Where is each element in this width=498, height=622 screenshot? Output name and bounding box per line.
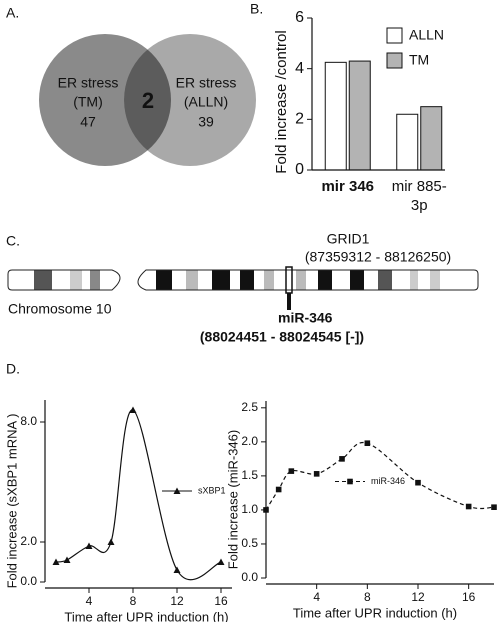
band [90, 270, 100, 290]
venn-overlap-count: 2 [142, 88, 154, 113]
marker [491, 504, 497, 510]
marker [288, 468, 295, 474]
y-tick-label: 0.5 [241, 536, 258, 550]
legend-swatch [386, 27, 403, 44]
mirna-coords: (88024451 - 88024545 [-]) [200, 329, 364, 345]
panel-label: C. [6, 233, 20, 249]
x-tick-label: mir 885-3p [391, 178, 447, 214]
gene-coords: (87359312 - 88126250) [305, 249, 451, 265]
band [378, 270, 392, 290]
band [70, 270, 82, 290]
marker [173, 566, 181, 573]
band [318, 270, 332, 290]
y-tick-label: 2.0 [241, 434, 258, 448]
y-tick-label: 2.0 [20, 534, 37, 548]
x-tick-label: 4 [313, 590, 320, 604]
line [55, 409, 222, 581]
venn-label: ER stress [58, 75, 119, 91]
y-axis-label: Fold increase (miR-346) [225, 430, 240, 569]
y-tick-label: 6 [295, 9, 304, 26]
marker [415, 479, 421, 486]
x-tick-label: 12 [411, 590, 425, 604]
venn-label: (TM) [73, 94, 103, 110]
x-tick-label: 8 [130, 594, 137, 608]
x-tick-label: mir 346 [321, 178, 375, 195]
y-tick-label: 1.5 [241, 468, 258, 482]
x-tick-label: 16 [462, 590, 476, 604]
band [212, 270, 230, 290]
legend-marker [173, 487, 181, 494]
x-tick-label: 4 [86, 594, 93, 608]
y-tick-label: 0 [295, 161, 304, 178]
venn-count: 39 [198, 114, 214, 130]
venn-label: (ALLN) [184, 94, 228, 110]
y-axis-label: Fold increase (sXBP1 mRNA ) [4, 414, 19, 589]
legend-label: sXBP1 [198, 485, 226, 495]
marker [364, 440, 371, 447]
y-tick-label: 8.0 [20, 414, 37, 428]
bar [324, 61, 347, 171]
marker [63, 556, 71, 563]
x-tick-label: 16 [214, 594, 228, 608]
marker [275, 486, 282, 493]
x-axis-label: Time after UPR induction (h) [293, 605, 457, 620]
y-axis-label: Fold increase /control [273, 30, 290, 173]
y-tick-label: 4 [295, 60, 304, 77]
venn-overlap [124, 34, 171, 166]
band [296, 270, 306, 290]
band [34, 270, 52, 290]
line [265, 441, 495, 511]
marker [107, 538, 115, 545]
venn-label: ER stress [176, 75, 237, 91]
bar [348, 60, 371, 171]
panel-label: B. [250, 1, 263, 17]
marker [52, 558, 60, 565]
legend-label: ALLN [409, 27, 444, 43]
x-axis-label: Time after UPR induction (h) [64, 609, 228, 622]
band [350, 270, 364, 290]
legend-marker [347, 478, 353, 485]
legend-label: miR-346 [371, 476, 405, 486]
x-tick-label: 8 [364, 590, 371, 604]
marker [217, 558, 225, 565]
legend-swatch [386, 52, 403, 69]
bar [420, 106, 443, 171]
y-tick-label: 1.0 [241, 502, 258, 516]
bar [396, 113, 419, 171]
band [156, 270, 172, 290]
panel-label: D. [6, 361, 20, 377]
band [410, 270, 418, 290]
mirna-name: miR-346 [278, 310, 333, 326]
marker [129, 406, 137, 413]
marker [263, 507, 269, 513]
y-tick-label: 0.0 [20, 574, 37, 588]
chromosome-arm [7, 269, 121, 291]
y-tick-label: 0.0 [241, 570, 258, 584]
panel-label: A. [6, 5, 19, 21]
y-tick-label: 2.5 [241, 400, 258, 414]
band [240, 270, 254, 290]
band [186, 270, 198, 290]
chromosome [7, 266, 479, 310]
band [430, 270, 440, 290]
gene-name: GRID1 [327, 231, 370, 247]
marker [339, 456, 345, 462]
venn-count: 47 [80, 114, 96, 130]
band [264, 270, 274, 290]
marker [313, 471, 320, 477]
marker [465, 503, 472, 510]
y-tick-label: 2 [295, 111, 304, 128]
marker [85, 542, 93, 549]
legend-label: TM [409, 52, 429, 68]
chromosome-name: Chromosome 10 [8, 301, 112, 317]
x-tick-label: 12 [170, 594, 184, 608]
